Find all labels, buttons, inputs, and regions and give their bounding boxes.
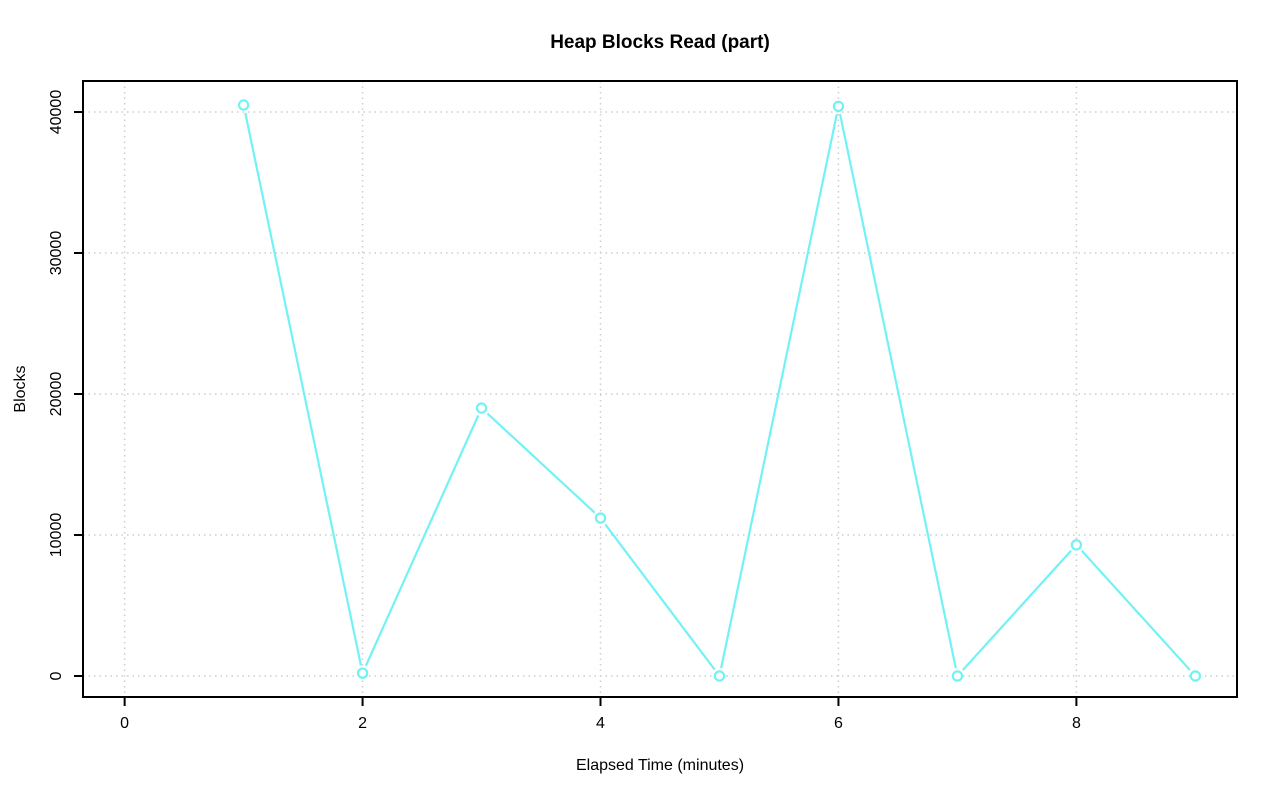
data-point-marker [475, 402, 488, 414]
series-line-segment [1080, 550, 1191, 671]
y-axis-label: Blocks [12, 365, 29, 413]
series-line-segment [720, 113, 838, 669]
data-point-marker [832, 100, 845, 113]
data-point-marker [951, 670, 964, 682]
x-tick-label: 6 [834, 715, 843, 732]
x-tick-label: 2 [358, 715, 367, 732]
chart-title: Heap Blocks Read (part) [550, 32, 770, 53]
data-point-marker [1189, 670, 1202, 682]
x-tick-label: 0 [120, 715, 129, 732]
series-line-segment [839, 113, 957, 669]
series-line-segment [961, 550, 1072, 671]
series-line-segment [486, 412, 596, 514]
y-tick-label: 20000 [48, 372, 65, 417]
y-tick-label: 30000 [48, 231, 65, 276]
y-tick-label: 10000 [48, 513, 65, 558]
series-line-segment [604, 523, 716, 671]
data-point-marker [594, 512, 607, 524]
series-line-segment [364, 414, 480, 667]
data-point-marker [237, 99, 250, 111]
data-point-marker [1070, 539, 1083, 551]
data-point-marker [356, 667, 369, 679]
plot-border [82, 80, 1238, 698]
x-tick-label: 8 [1072, 715, 1081, 732]
y-tick-label: 40000 [48, 90, 65, 135]
data-point-marker [713, 670, 726, 682]
y-tick-label: 0 [48, 671, 65, 680]
series-line-segment [244, 112, 363, 666]
x-tick-label: 4 [596, 715, 605, 732]
x-axis-label: Elapsed Time (minutes) [575, 757, 745, 774]
